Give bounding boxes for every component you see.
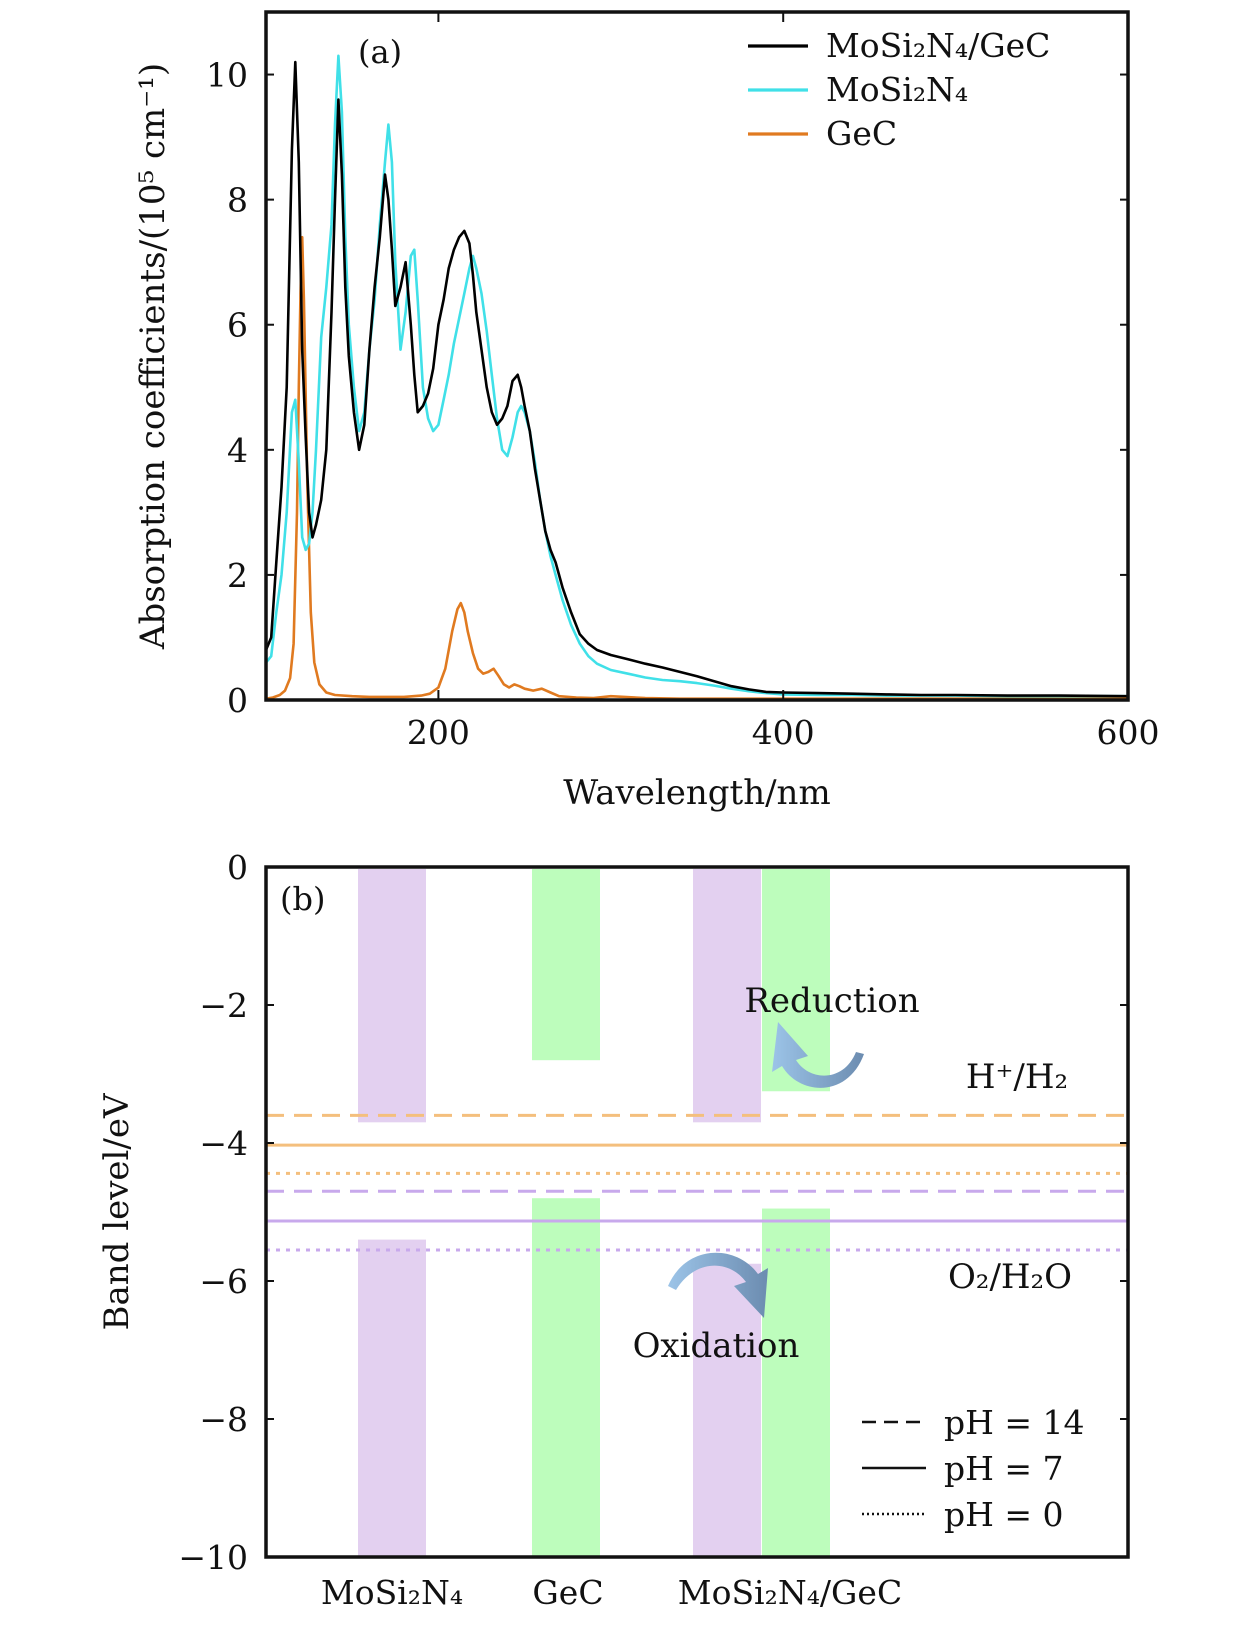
legend-label: pH = 7 — [944, 1449, 1064, 1488]
conduction-band-bar — [693, 869, 761, 1123]
legend-label: GeC — [826, 114, 897, 153]
panel-b-legend: pH = 14 pH = 7 pH = 0 — [862, 1403, 1085, 1534]
legend-label: MoSi₂N₄ — [826, 70, 968, 109]
panel-a-x-axis-title: Wavelength/nm — [563, 773, 830, 813]
conduction-band-bar — [358, 869, 426, 1123]
oxidation-arrow-icon — [668, 1252, 768, 1318]
valence-band-bar — [762, 1208, 830, 1557]
category-label: MoSi₂N₄/GeC — [678, 1573, 902, 1612]
x-tick-label: 400 — [752, 713, 815, 752]
y-tick-label: −8 — [199, 1400, 248, 1439]
panel-a-legend: MoSi₂N₄/GeC MoSi₂N₄ GeC — [748, 26, 1050, 153]
y-tick-label: 4 — [227, 431, 248, 470]
category-label: GeC — [532, 1573, 603, 1612]
reduction-arrow-icon — [772, 1022, 864, 1088]
oxidation-label: Oxidation — [633, 1326, 800, 1366]
y-tick-label: −4 — [199, 1124, 248, 1163]
panel-b-redox-levels — [266, 1113, 1128, 1252]
y-tick-label: −2 — [199, 986, 248, 1025]
valence-band-bar — [693, 1263, 761, 1557]
y-tick-label: 2 — [227, 556, 248, 595]
y-tick-label: −10 — [178, 1538, 248, 1577]
y-tick-label: 10 — [206, 56, 248, 95]
panel-a-label: (a) — [358, 33, 402, 71]
panel-a-x-axis: 200 400 600 — [407, 12, 1160, 752]
panel-b-y-axis: 0 −2 −4 −6 −8 −10 — [178, 848, 1128, 1577]
panel-b-band-alignment-chart: 0 −2 −4 −6 −8 −10 MoSi₂N₄ GeC MoSi₂N₄/GeC (b) R… — [97, 848, 1130, 1612]
series-line-0 — [266, 60, 1128, 698]
y-tick-label: 6 — [227, 306, 248, 345]
x-tick-label: 200 — [407, 713, 470, 752]
y-tick-label: 0 — [227, 848, 248, 887]
panel-a-frame — [264, 10, 1130, 702]
panel-b-x-categories: MoSi₂N₄ GeC MoSi₂N₄/GeC — [321, 1573, 902, 1612]
series-line-2 — [266, 235, 1128, 700]
panel-b-frame — [264, 865, 1130, 1559]
y-tick-label: 8 — [227, 181, 248, 220]
y-tick-label: −6 — [199, 1262, 248, 1301]
conduction-band-bar — [532, 869, 600, 1061]
legend-label: pH = 14 — [944, 1403, 1085, 1442]
panel-a-y-axis: 0 2 4 6 8 10 — [206, 56, 1128, 720]
panel-a-y-axis-title: Absorption coefficients/(10⁵ cm⁻¹) — [133, 63, 173, 650]
panel-b-y-axis-title: Band level/eV — [97, 1092, 137, 1331]
y-tick-label: 0 — [227, 681, 248, 720]
panel-b-band-bars — [358, 869, 830, 1557]
legend-label: pH = 0 — [944, 1495, 1064, 1534]
panel-a-curves — [266, 54, 1128, 700]
h-couple-label: H⁺/H₂ — [966, 1057, 1068, 1097]
reduction-label: Reduction — [744, 981, 919, 1021]
valence-band-bar — [532, 1198, 600, 1557]
x-tick-label: 600 — [1097, 713, 1160, 752]
legend-label: MoSi₂N₄/GeC — [826, 26, 1050, 65]
category-label: MoSi₂N₄ — [321, 1573, 463, 1612]
series-line-1 — [266, 54, 1128, 698]
panel-b-label: (b) — [280, 880, 325, 918]
o-couple-label: O₂/H₂O — [948, 1257, 1072, 1297]
valence-band-bar — [358, 1239, 426, 1557]
